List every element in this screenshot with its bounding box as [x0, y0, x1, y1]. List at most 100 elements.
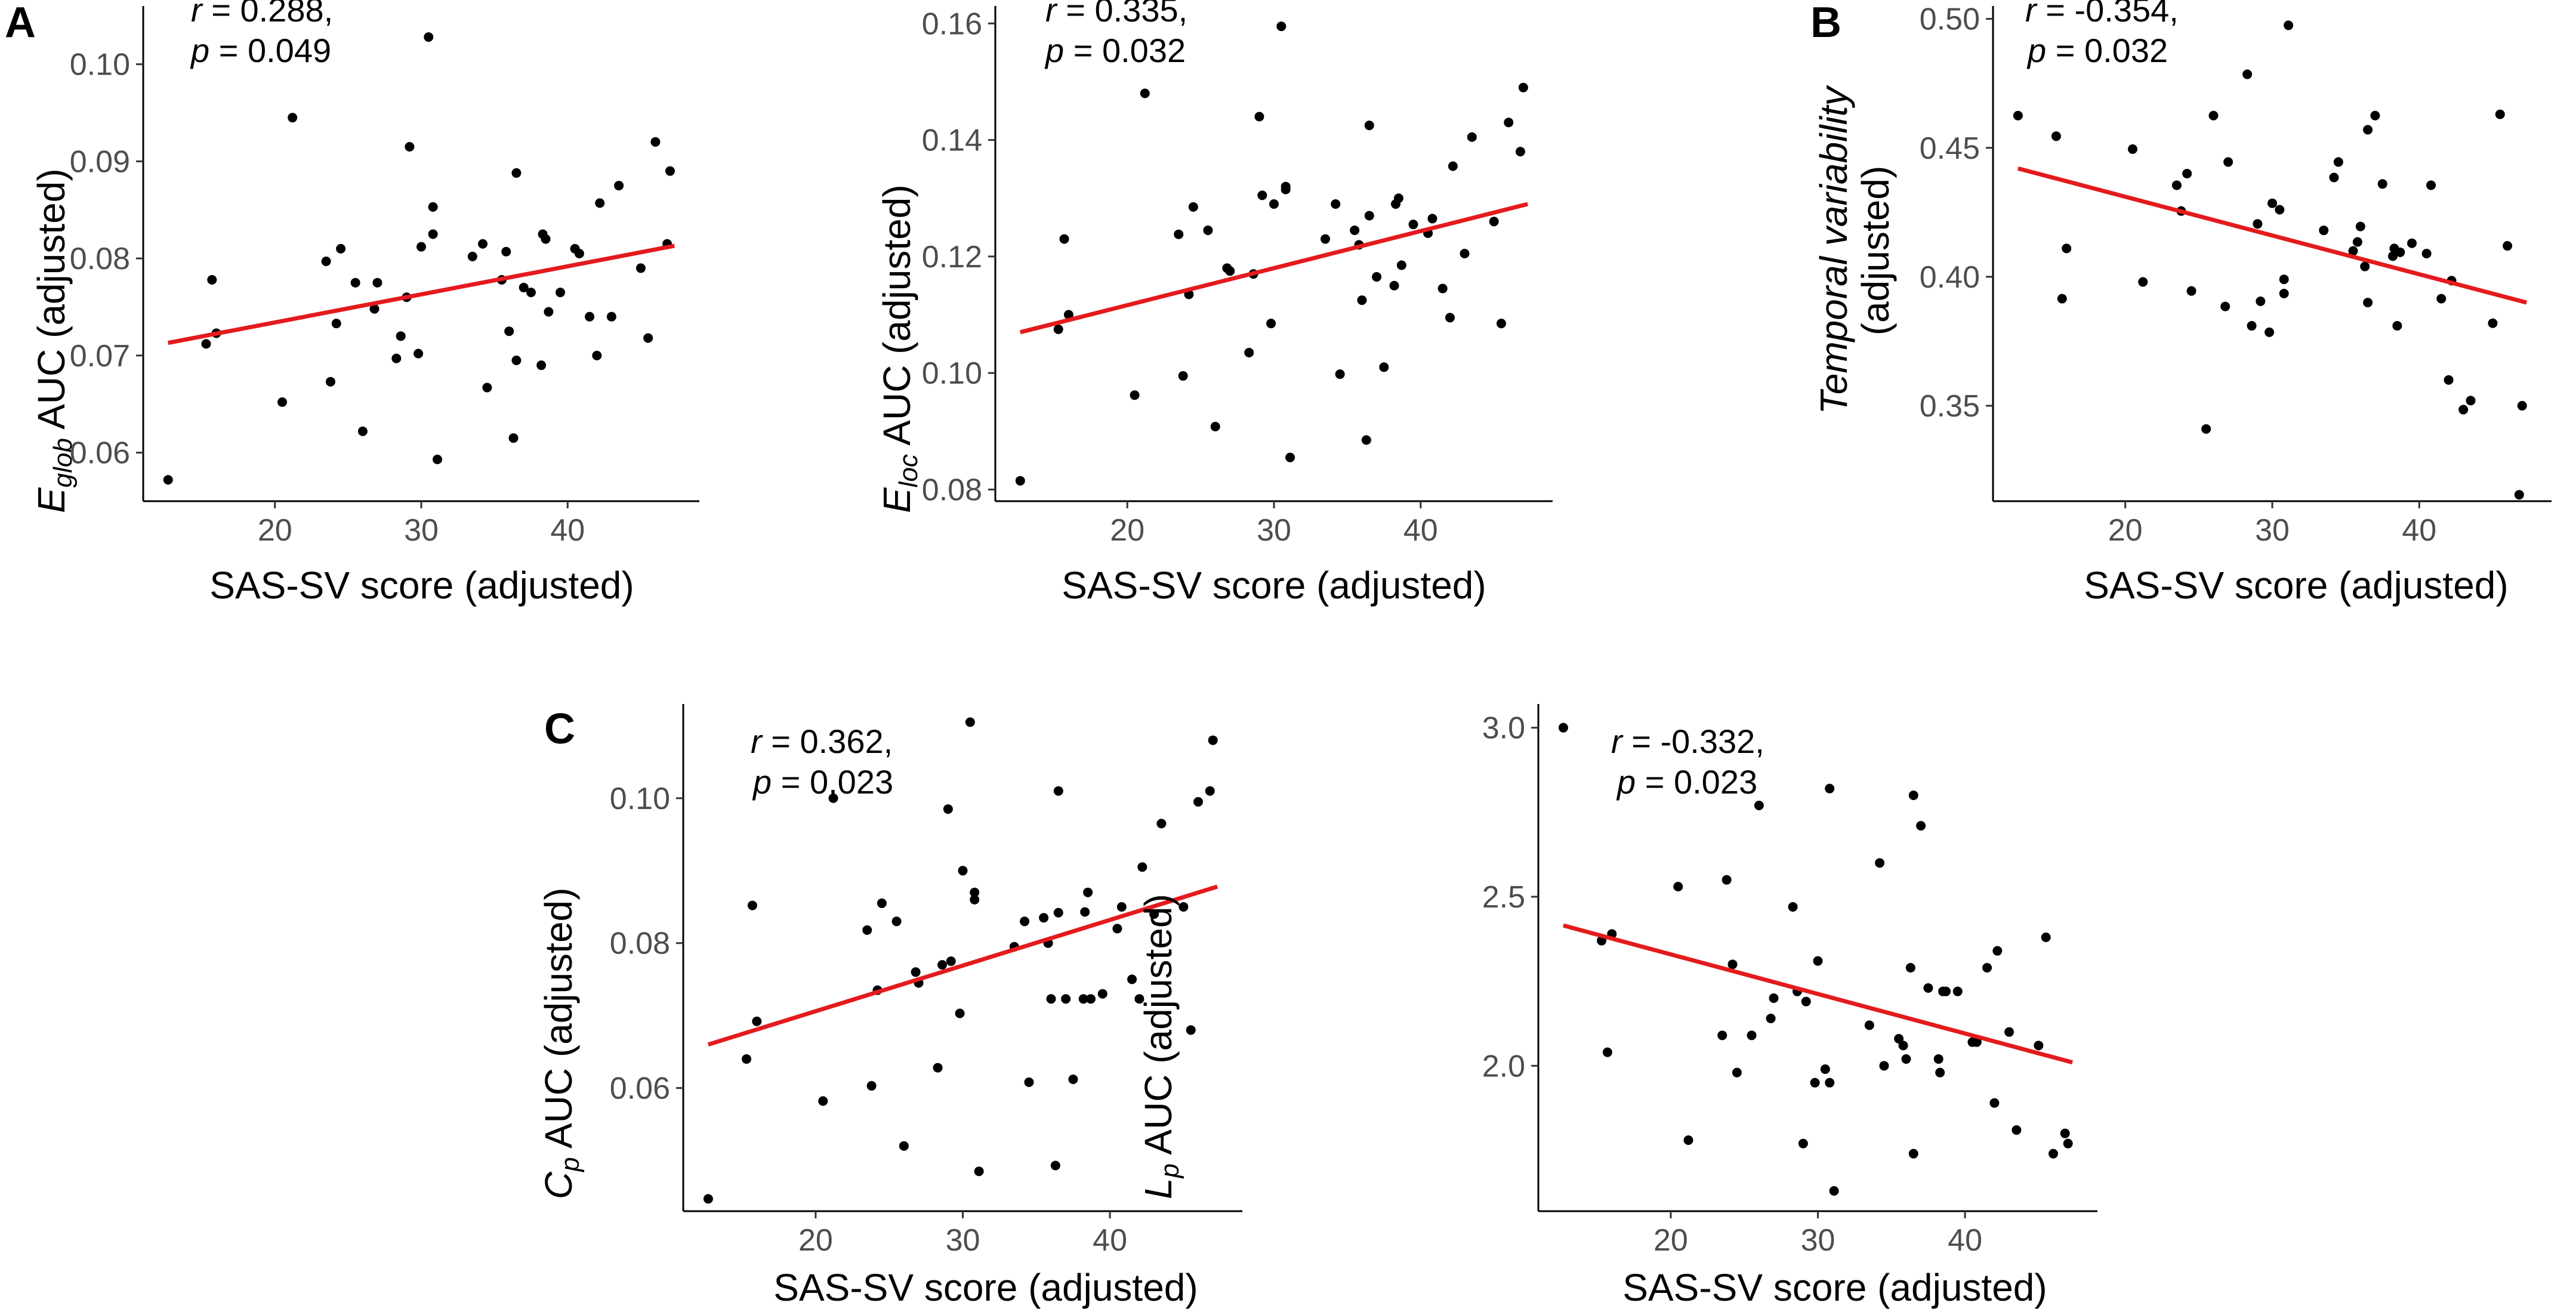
- eloc-data-point: [1364, 211, 1374, 221]
- lp-data-point: [1894, 1034, 1904, 1044]
- cp-data-point: [1080, 907, 1090, 917]
- temporal-data-point: [2279, 289, 2289, 299]
- temporal-data-point: [2247, 321, 2257, 331]
- cp-data-point: [1179, 902, 1189, 912]
- eglob-data-point: [592, 350, 602, 360]
- eloc-annotation-p: p = 0.032: [1044, 32, 1186, 69]
- eglob-x-tick-label: 20: [258, 513, 292, 548]
- lp-data-point: [1952, 986, 1963, 996]
- lp-x-tick-label: 20: [1653, 1223, 1688, 1258]
- eglob-regression-line: [168, 243, 675, 345]
- cp-x-tick-label: 40: [1093, 1223, 1127, 1258]
- temporal-data-point: [2514, 490, 2524, 500]
- cp-data-point: [943, 804, 953, 814]
- lp-data-point: [1683, 1135, 1693, 1145]
- eglob-data-point: [424, 32, 434, 42]
- cp-data-point: [1050, 1160, 1060, 1171]
- lp-x-axis-label: SAS-SV score (adjusted): [1622, 1266, 2047, 1309]
- temporal-data-point: [2275, 205, 2285, 215]
- lp-plot: Lp AUC (adjusted) r = -0.332, p = 0.023 …: [1137, 704, 2097, 1309]
- eglob-y-tick-label: 0.10: [70, 48, 130, 82]
- eglob-data-point: [201, 339, 211, 349]
- lp-data-point: [1673, 882, 1683, 891]
- cp-data-point: [1024, 1077, 1034, 1087]
- cp-data-point: [1186, 1025, 1196, 1035]
- eglob-data-point: [519, 282, 529, 292]
- cp-data-point: [1112, 924, 1122, 934]
- lp-data-point: [1941, 986, 1951, 996]
- lp-data-point: [1829, 1186, 1839, 1196]
- eglob-data-point: [544, 307, 554, 317]
- eloc-data-point: [1357, 295, 1367, 305]
- temporal-variability-plot: Temporal variability (adjusted) r = -0.3…: [1812, 0, 2552, 607]
- cp-plot: Cp AUC (adjusted) r = 0.362, p = 0.023 S…: [537, 704, 1242, 1309]
- eglob-data-point: [574, 249, 584, 258]
- temporal-data-point: [2265, 327, 2275, 337]
- temporal-data-point: [2377, 179, 2387, 189]
- eglob-data-point: [511, 168, 522, 178]
- temporal-regression-line: [2017, 166, 2528, 305]
- temporal-data-point: [2436, 294, 2447, 304]
- cp-data-point: [1083, 887, 1093, 897]
- eloc-data-point: [1331, 199, 1341, 209]
- eloc-data-point: [1281, 184, 1291, 195]
- temporal-y-tick-label: 0.35: [1920, 389, 1980, 424]
- eglob-y-tick-label: 0.06: [70, 436, 130, 471]
- eglob-data-point: [635, 263, 646, 273]
- eglob-x-axis-label: SAS-SV score (adjusted): [209, 564, 634, 607]
- eloc-data-point: [1276, 21, 1287, 32]
- eloc-data-point: [1448, 161, 1458, 171]
- lp-data-point: [1820, 1064, 1830, 1074]
- eloc-data-point: [1225, 266, 1235, 276]
- eglob-data-point: [331, 319, 341, 329]
- cp-data-point: [1116, 902, 1127, 912]
- lp-regression-line: [1563, 923, 2073, 1065]
- eglob-data-point: [467, 251, 477, 261]
- eglob-data-point: [650, 137, 661, 147]
- lp-data-point: [1864, 1020, 1874, 1030]
- cp-data-point: [1078, 994, 1088, 1004]
- eloc-data-point: [1269, 199, 1279, 209]
- cp-data-point: [891, 916, 902, 927]
- lp-data-point: [1766, 1014, 1776, 1023]
- cp-data-point: [1053, 786, 1063, 796]
- cp-data-point: [703, 1194, 713, 1204]
- eglob-data-point: [325, 376, 335, 387]
- temporal-data-point: [2363, 298, 2373, 308]
- temporal-y-tick-label: 0.50: [1920, 2, 1980, 37]
- eglob-data-point: [428, 202, 438, 212]
- eglob-data-point: [478, 239, 488, 249]
- temporal-data-point: [2360, 261, 2370, 271]
- temporal-data-point: [2355, 221, 2365, 231]
- cp-annotation-r: r = 0.362,: [751, 723, 893, 760]
- eglob-data-point: [277, 397, 287, 407]
- temporal-data-point: [2013, 110, 2023, 121]
- temporal-data-point: [2319, 226, 2329, 236]
- cp-data-point: [970, 894, 980, 904]
- eloc-y-tick-label: 0.08: [922, 473, 982, 507]
- cp-y-tick-label: 0.06: [610, 1072, 670, 1106]
- lp-data-point: [1727, 959, 1738, 970]
- temporal-annotation-r: r = -0.354,: [2025, 0, 2179, 29]
- lp-data-point: [1813, 956, 1823, 966]
- cp-data-point: [965, 717, 975, 727]
- temporal-data-point: [2268, 198, 2277, 208]
- temporal-data-point: [2201, 424, 2211, 434]
- temporal-data-point: [2488, 318, 2498, 328]
- eglob-y-tick-label: 0.08: [70, 242, 130, 276]
- lp-y-tick-label: 2.5: [1482, 880, 1525, 915]
- cp-x-tick-label: 20: [798, 1223, 833, 1258]
- cp-data-point: [1134, 994, 1144, 1004]
- cp-data-point: [1068, 1075, 1078, 1084]
- cp-data-point: [742, 1054, 752, 1064]
- temporal-y-tick-label: 0.45: [1920, 131, 1980, 166]
- temporal-data-point: [2333, 157, 2343, 167]
- cp-data-point: [1127, 974, 1137, 984]
- lp-data-point: [1558, 723, 1568, 733]
- temporal-data-point: [2421, 249, 2432, 258]
- lp-data-point: [1923, 983, 1933, 993]
- lp-data-point: [1908, 791, 1918, 800]
- eglob-data-point: [288, 113, 298, 123]
- eglob-data-point: [372, 277, 382, 288]
